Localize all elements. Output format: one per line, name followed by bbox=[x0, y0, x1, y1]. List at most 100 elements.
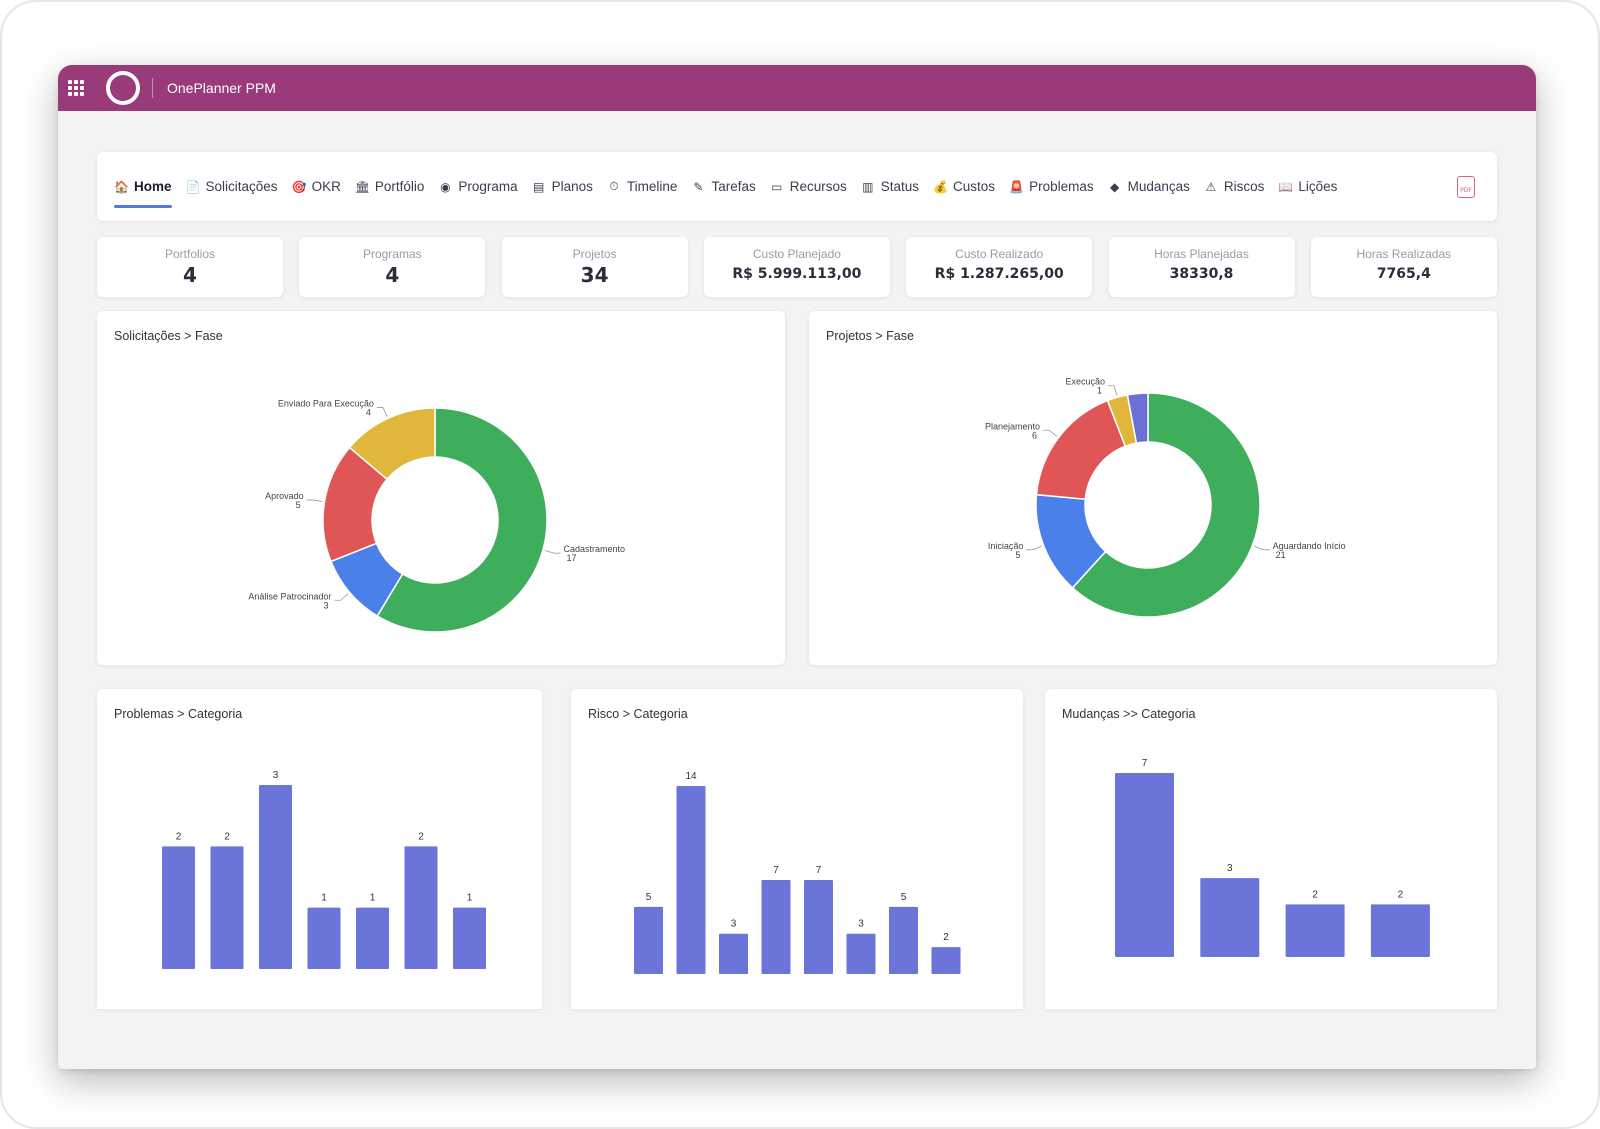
nav-item-problemas[interactable]: 🚨 Problemas bbox=[1009, 168, 1094, 206]
slice-value: 6 bbox=[1032, 430, 1037, 440]
nav-item-timeline[interactable]: ⏱ Timeline bbox=[607, 168, 677, 206]
nav-item-label: Status bbox=[880, 179, 920, 194]
slice-value: 4 bbox=[366, 407, 371, 417]
kpi-value: 38330,8 bbox=[1169, 266, 1234, 282]
nav-item-riscos[interactable]: ⚠ Riscos bbox=[1204, 168, 1265, 206]
bar-value-label: 1 bbox=[370, 893, 376, 904]
nav-item-status[interactable]: ▥ Status bbox=[861, 168, 919, 206]
nav-item-mudancas[interactable]: ◆ Mudanças bbox=[1108, 168, 1190, 206]
nav-item-label: Riscos bbox=[1223, 179, 1265, 194]
kpi-card: Programas 4 bbox=[299, 237, 486, 297]
bar[interactable] bbox=[931, 947, 961, 974]
slice-label: Aprovado bbox=[265, 491, 304, 501]
siren-icon: 🚨 bbox=[1009, 179, 1025, 194]
bar-value-label: 2 bbox=[943, 932, 949, 943]
bar[interactable] bbox=[1285, 904, 1345, 957]
kpi-value: R$ 5.999.113,00 bbox=[732, 266, 862, 282]
label-leader-line bbox=[544, 550, 561, 554]
document-icon: 📄 bbox=[185, 179, 201, 194]
nav-item-solicitacoes[interactable]: 📄 Solicitações bbox=[186, 168, 278, 206]
nav-item-label: Programa bbox=[458, 179, 518, 194]
label-leader-line bbox=[376, 407, 388, 417]
donut-slice[interactable] bbox=[1035, 399, 1127, 501]
donut-slice[interactable] bbox=[376, 407, 548, 633]
kpi-card: Portfolios 4 bbox=[97, 237, 283, 297]
bar-value-label: 7 bbox=[1142, 758, 1148, 769]
bar-value-label: 1 bbox=[467, 893, 473, 904]
bar[interactable] bbox=[761, 880, 791, 974]
kpi-row: Portfolios 4 Programas 4 Projetos 34 Custo Pla… bbox=[97, 237, 1497, 297]
donut-slice[interactable] bbox=[1126, 392, 1149, 444]
chart-title: Solicitações > Fase bbox=[114, 329, 223, 343]
kpi-value: 34 bbox=[580, 263, 609, 287]
nav-item-licoes[interactable]: 📖 Lições bbox=[1278, 168, 1337, 206]
donut-slice[interactable] bbox=[1071, 392, 1261, 618]
bar-value-label: 3 bbox=[273, 770, 279, 781]
nav-item-planos[interactable]: ▤ Planos bbox=[532, 168, 593, 206]
bar[interactable] bbox=[634, 906, 663, 974]
kpi-card: Custo Realizado R$ 1.287.265,00 bbox=[906, 237, 1093, 297]
bar[interactable] bbox=[804, 880, 833, 974]
bar[interactable] bbox=[889, 906, 918, 974]
bar[interactable] bbox=[162, 846, 195, 969]
bar[interactable] bbox=[1200, 878, 1260, 957]
divider bbox=[152, 78, 153, 98]
slice-label: Execução bbox=[1066, 377, 1106, 387]
target-icon: 🎯 bbox=[291, 179, 307, 194]
nav-item-label: Portfólio bbox=[374, 179, 425, 194]
nav-item-label: Problemas bbox=[1029, 179, 1094, 194]
nav-item-home[interactable]: 🏠 Home bbox=[114, 168, 172, 208]
chart-title: Risco > Categoria bbox=[588, 707, 688, 721]
logo bbox=[106, 71, 140, 105]
kpi-card: Horas Realizadas 7765,4 bbox=[1310, 237, 1497, 297]
app-launcher-icon[interactable] bbox=[68, 80, 84, 96]
bar[interactable] bbox=[453, 907, 486, 969]
bar[interactable] bbox=[259, 785, 292, 969]
nav-item-custos[interactable]: 💰 Custos bbox=[933, 168, 995, 206]
bar-value-label: 7 bbox=[816, 865, 822, 876]
slice-label: Planejamento bbox=[985, 421, 1040, 431]
id-card-icon: ▭ bbox=[771, 179, 783, 194]
nav-item-portfolio[interactable]: 🏛 Portfólio bbox=[355, 168, 425, 206]
label-leader-line bbox=[1026, 545, 1042, 551]
bar-value-label: 14 bbox=[685, 771, 697, 782]
bar[interactable] bbox=[1370, 904, 1430, 957]
risco-chart-card: Risco > Categoria 5 14 3 7 7 3 5 2 bbox=[571, 689, 1023, 1009]
bar-value-label: 2 bbox=[1312, 889, 1318, 900]
kpi-label: Custo Realizado bbox=[955, 247, 1044, 261]
nav-item-tarefas[interactable]: ✎ Tarefas bbox=[691, 168, 755, 206]
slice-label: Enviado Para Execução bbox=[278, 398, 374, 408]
warning-icon: ⚠ bbox=[1205, 179, 1217, 194]
nav-item-okr[interactable]: 🎯 OKR bbox=[292, 168, 341, 206]
slice-value: 17 bbox=[566, 553, 576, 563]
bar[interactable] bbox=[404, 846, 438, 969]
mudancas-bar-chart: 7 3 2 2 bbox=[1115, 758, 1430, 957]
nav-item-recursos[interactable]: ▭ Recursos bbox=[770, 168, 847, 206]
kpi-label: Programas bbox=[362, 247, 422, 261]
book-icon: 📖 bbox=[1278, 179, 1294, 194]
bar[interactable] bbox=[210, 846, 244, 969]
bar[interactable] bbox=[307, 907, 341, 969]
pdf-export-icon[interactable]: PDF bbox=[1457, 176, 1475, 198]
bar-value-label: 5 bbox=[901, 892, 907, 903]
bar-chart-icon: ▥ bbox=[862, 179, 874, 194]
money-bag-icon: 💰 bbox=[933, 179, 948, 194]
chart-title: Mudanças >> Categoria bbox=[1062, 707, 1196, 721]
home-icon: 🏠 bbox=[114, 179, 129, 194]
bar[interactable] bbox=[676, 786, 706, 974]
bar[interactable] bbox=[719, 933, 748, 974]
kpi-value: 7765,4 bbox=[1376, 266, 1431, 282]
bar-value-label: 7 bbox=[773, 865, 779, 876]
bar[interactable] bbox=[1115, 773, 1174, 957]
bar[interactable] bbox=[356, 907, 389, 969]
circle-icon: ◉ bbox=[440, 179, 451, 194]
bar[interactable] bbox=[846, 933, 876, 974]
slice-value: 21 bbox=[1276, 550, 1286, 560]
slice-label: Análise Patrocinador bbox=[248, 591, 331, 601]
stopwatch-icon: ⏱ bbox=[609, 179, 619, 193]
donut-slice[interactable] bbox=[348, 407, 436, 481]
nav-item-programa[interactable]: ◉ Programa bbox=[438, 168, 518, 206]
